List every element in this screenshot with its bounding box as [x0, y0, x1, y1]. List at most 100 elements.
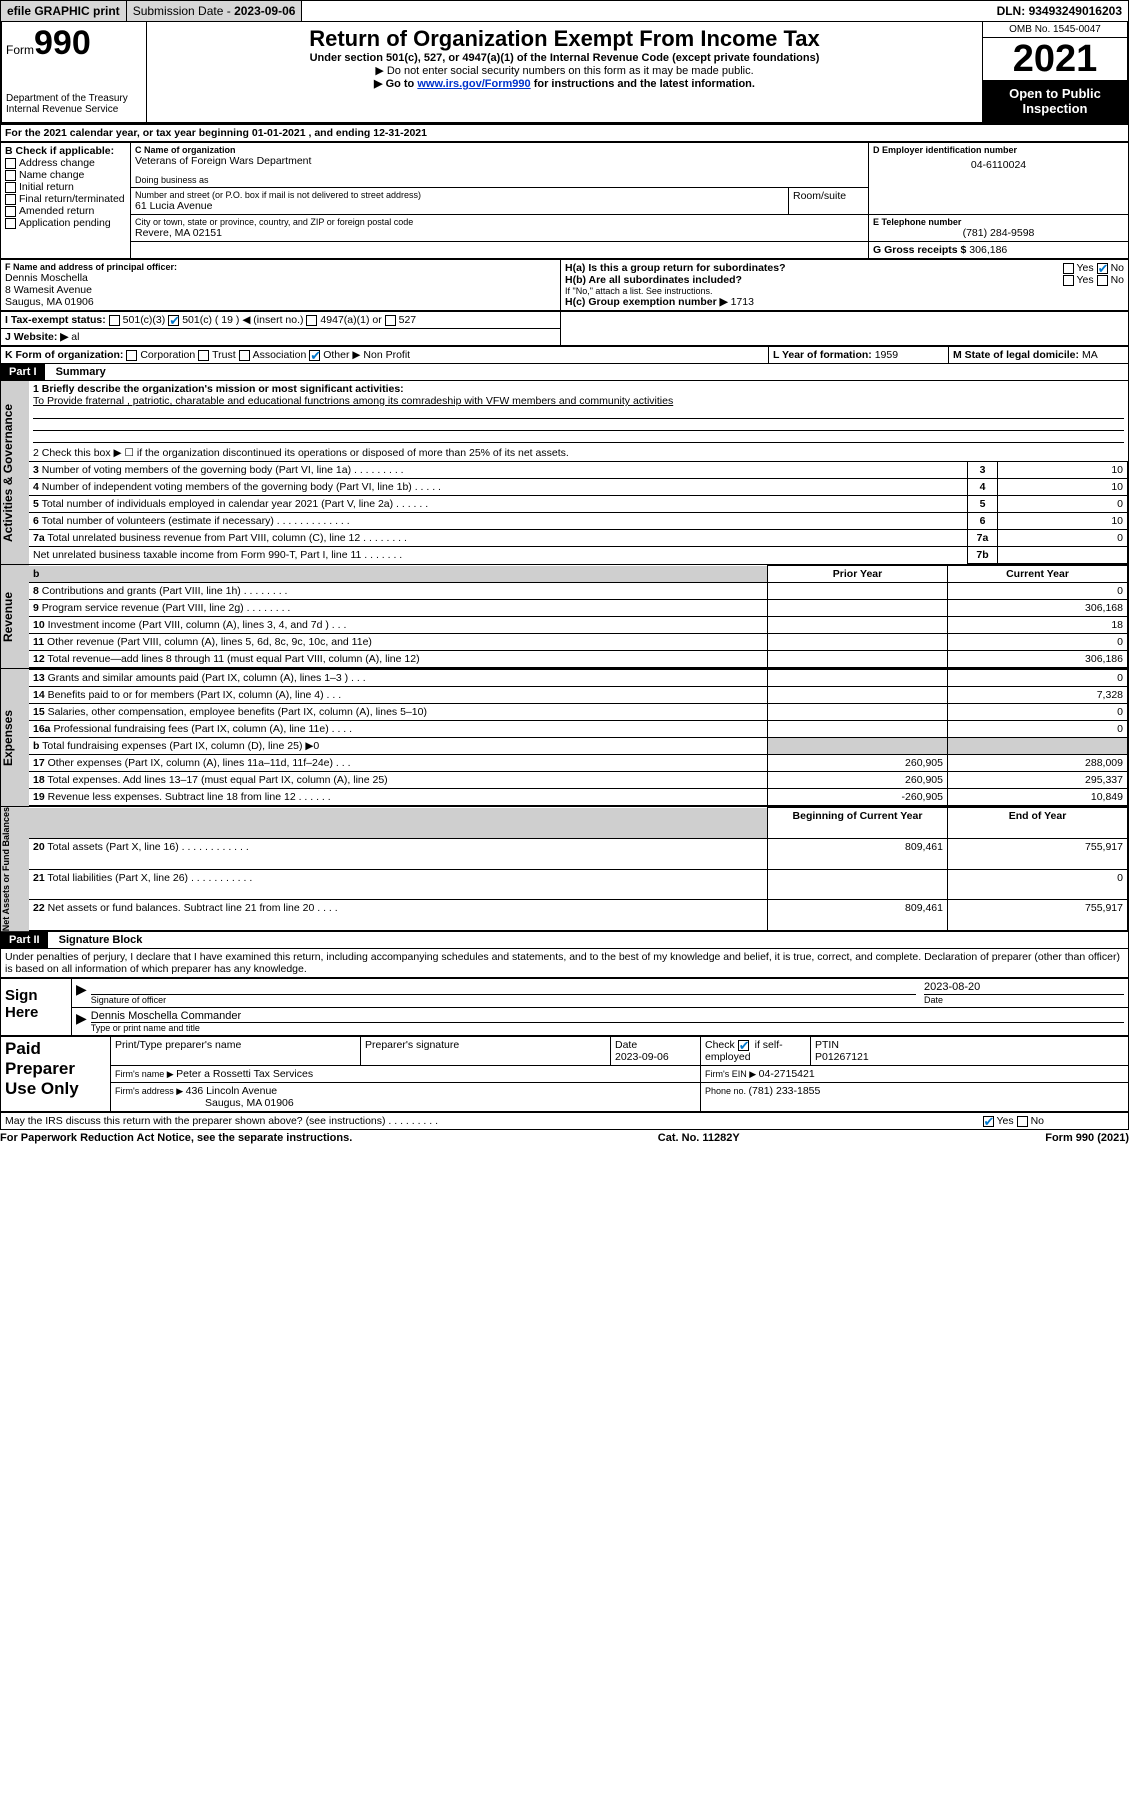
notice-ssn: ▶ Do not enter social security numbers o… [155, 64, 974, 77]
prep-sig-label: Preparer's signature [361, 1037, 611, 1066]
cb-initial-return[interactable]: Initial return [5, 181, 126, 193]
b-label: B Check if applicable: [5, 145, 126, 157]
discuss-no[interactable] [1017, 1116, 1028, 1127]
cat-no: Cat. No. 11282Y [658, 1132, 740, 1144]
phone: (781) 284-9598 [873, 227, 1124, 239]
year-formation: 1959 [875, 349, 898, 361]
i-501c[interactable] [168, 315, 179, 326]
sig-date-label: Date [924, 995, 1124, 1005]
ha-yes[interactable] [1063, 263, 1074, 274]
name-title-label: Type or print name and title [91, 1023, 1124, 1033]
i-4947[interactable] [306, 315, 317, 326]
state-domicile: MA [1082, 349, 1098, 361]
table-row: 19 Revenue less expenses. Subtract line … [29, 789, 1128, 806]
hb-row: H(b) Are all subordinates included? Yes … [565, 274, 1124, 286]
page-footer: For Paperwork Reduction Act Notice, see … [0, 1130, 1129, 1146]
gov-row: 6 Total number of volunteers (estimate i… [29, 513, 1128, 530]
omb-number: OMB No. 1545-0047 [983, 22, 1127, 38]
table-row: 11 Other revenue (Part VIII, column (A),… [29, 634, 1128, 651]
q1-label: 1 Briefly describe the organization's mi… [33, 383, 1124, 395]
table-row: 8 Contributions and grants (Part VIII, l… [29, 583, 1128, 600]
arrow-icon: ▶ [76, 1010, 87, 1033]
irs-link[interactable]: www.irs.gov/Form990 [417, 78, 530, 90]
k-assoc[interactable] [239, 350, 250, 361]
entity-block: B Check if applicable: Address change Na… [0, 142, 1129, 259]
ha-no[interactable] [1097, 263, 1108, 274]
cb-application-pending[interactable]: Application pending [5, 217, 126, 229]
room-label: Room/suite [789, 188, 869, 215]
e-label: E Telephone number [873, 217, 1124, 227]
officer-addr2: Saugus, MA 01906 [5, 296, 556, 308]
g-label: G Gross receipts $ [873, 244, 969, 256]
org-name: Veterans of Foreign Wars Department [135, 155, 864, 167]
section-expenses: Expenses [1, 669, 29, 806]
hb-no[interactable] [1097, 275, 1108, 286]
cb-amended-return[interactable]: Amended return [5, 205, 126, 217]
part1-title: Summary [48, 364, 114, 380]
addr-label: Number and street (or P.O. box if mail i… [135, 190, 784, 200]
d-label: D Employer identification number [873, 145, 1124, 155]
city-state-zip: Revere, MA 02151 [135, 227, 864, 239]
k-other[interactable] [309, 350, 320, 361]
pra-notice: For Paperwork Reduction Act Notice, see … [0, 1132, 352, 1144]
gov-row: 3 Number of voting members of the govern… [29, 462, 1128, 479]
mission-text: To Provide fraternal , patriotic, charat… [33, 395, 1124, 407]
gov-row: 7a Total unrelated business revenue from… [29, 530, 1128, 547]
hb-yes[interactable] [1063, 275, 1074, 286]
section-revenue: Revenue [1, 565, 29, 668]
tax-year: 2021 [983, 38, 1127, 80]
table-row: 13 Grants and similar amounts paid (Part… [29, 670, 1128, 687]
firm-addr: 436 Lincoln Avenue [186, 1085, 277, 1097]
table-row: 12 Total revenue—add lines 8 through 11 … [29, 651, 1128, 668]
open-inspection: Open to Public Inspection [983, 80, 1127, 122]
form-number: Form990 [6, 24, 142, 63]
ptin: P01267121 [815, 1051, 869, 1063]
table-row: 9 Program service revenue (Part VIII, li… [29, 600, 1128, 617]
firm-ein: 04-2715421 [759, 1068, 815, 1080]
section-net: Net Assets or Fund Balances [1, 807, 29, 931]
table-header-row: Beginning of Current Year End of Year [29, 808, 1128, 839]
k-l-m-block: K Form of organization: Corporation Trus… [0, 346, 1129, 364]
table-row: 20 Total assets (Part X, line 16) . . . … [29, 838, 1128, 869]
paid-preparer-block: Paid Preparer Use Only Print/Type prepar… [0, 1036, 1129, 1112]
efile-print-button[interactable]: efile GRAPHIC print [1, 1, 127, 21]
f-label: F Name and address of principal officer: [5, 262, 556, 272]
table-row: 21 Total liabilities (Part X, line 26) .… [29, 869, 1128, 900]
officer-addr1: 8 Wamesit Avenue [5, 284, 556, 296]
cb-address-change[interactable]: Address change [5, 157, 126, 169]
firm-city: Saugus, MA 01906 [205, 1097, 294, 1109]
self-employed-check[interactable]: Check if self-employed [701, 1037, 811, 1066]
paid-preparer-label: Paid Preparer Use Only [1, 1037, 111, 1112]
table-header-row: b Prior Year Current Year [29, 566, 1128, 583]
k-trust[interactable] [198, 350, 209, 361]
firm-phone: (781) 233-1855 [749, 1085, 821, 1097]
ein: 04-6110024 [873, 155, 1124, 175]
prep-date: 2023-09-06 [615, 1051, 669, 1063]
notice-link: ▶ Go to www.irs.gov/Form990 for instruct… [155, 77, 974, 90]
cb-name-change[interactable]: Name change [5, 169, 126, 181]
sig-date: 2023-08-20 [924, 981, 1124, 995]
city-label: City or town, state or province, country… [135, 217, 864, 227]
hb-note: If "No," attach a list. See instructions… [565, 286, 1124, 296]
top-bar: efile GRAPHIC print Submission Date - 20… [0, 0, 1129, 22]
form-header: Form990 Department of the Treasury Inter… [0, 22, 1129, 124]
line-a: For the 2021 calendar year, or tax year … [0, 124, 1129, 142]
sig-officer-label: Signature of officer [91, 995, 916, 1005]
prep-name-label: Print/Type preparer's name [111, 1037, 361, 1066]
section-governance: Activities & Governance [1, 381, 29, 564]
i-501c3[interactable] [109, 315, 120, 326]
c-name-label: C Name of organization [135, 145, 864, 155]
sign-here-label: Sign Here [1, 979, 71, 1035]
submission-date: Submission Date - 2023-09-06 [127, 1, 303, 21]
website: al [71, 331, 79, 343]
dln: DLN: 93493249016203 [991, 1, 1128, 21]
form-footer: Form 990 (2021) [1045, 1132, 1129, 1144]
gov-row: Net unrelated business taxable income fr… [29, 547, 1128, 564]
cb-final-return[interactable]: Final return/terminated [5, 193, 126, 205]
table-row: 22 Net assets or fund balances. Subtract… [29, 900, 1128, 931]
i-527[interactable] [385, 315, 396, 326]
f-h-block: F Name and address of principal officer:… [0, 259, 1129, 311]
form-title: Return of Organization Exempt From Incom… [155, 26, 974, 52]
discuss-yes[interactable] [983, 1116, 994, 1127]
k-corp[interactable] [126, 350, 137, 361]
